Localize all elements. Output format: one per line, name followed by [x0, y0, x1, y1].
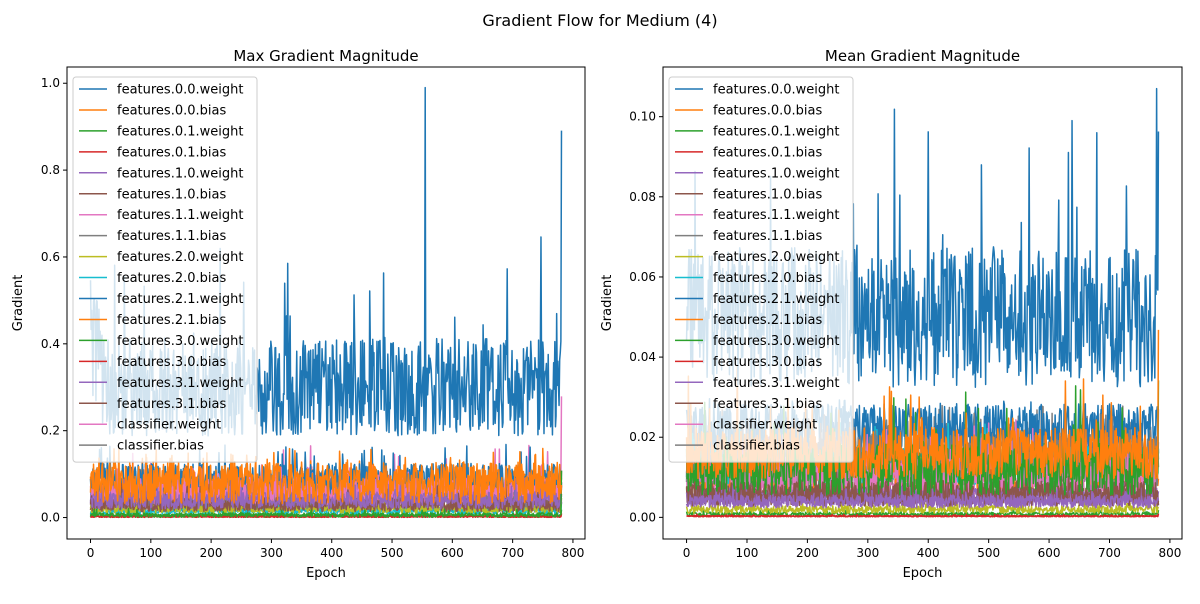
- axes-frame: [662, 66, 1183, 540]
- y-tick-label: 0.4: [41, 337, 60, 351]
- legend-entry: features.3.0.weight: [713, 334, 839, 349]
- legend-entry: features.2.0.weight: [713, 250, 839, 265]
- legend-entry: features.3.1.bias: [117, 397, 226, 412]
- legend-entry: features.3.0.weight: [117, 334, 243, 349]
- legend-entry: classifier.weight: [713, 418, 817, 433]
- x-tick-label: 300: [856, 546, 879, 560]
- chart-title: Mean Gradient Magnitude: [825, 47, 1020, 65]
- legend: features.0.0.weight features.0.0.bias feat…: [72, 76, 258, 463]
- legend-entry: features.0.1.weight: [117, 124, 243, 139]
- x-tick-label: 800: [1158, 546, 1181, 560]
- legend-entry: features.0.0.weight: [117, 83, 243, 98]
- legend-entry: features.2.1.bias: [713, 313, 822, 328]
- legend-entry: features.0.0.bias: [713, 103, 822, 118]
- x-tick-label: 700: [1098, 546, 1121, 560]
- legend-entry: features.1.0.bias: [117, 187, 226, 202]
- series-line-features.0.0.bias: [685, 329, 1160, 480]
- x-tick-label: 0: [683, 546, 691, 560]
- legend-entry: features.1.1.bias: [117, 229, 226, 244]
- legend-entry: features.1.0.weight: [117, 166, 243, 181]
- legend-entry: features.2.0.weight: [117, 250, 243, 265]
- legend-entry: features.2.1.bias: [117, 313, 226, 328]
- series-line-features.1.0.weight: [685, 484, 1160, 509]
- legend-entry: features.1.0.bias: [713, 187, 822, 202]
- y-tick-label: 0.2: [41, 424, 60, 438]
- legend-entry: features.2.0.bias: [713, 271, 822, 286]
- legend-entry: classifier.bias: [117, 439, 204, 454]
- legend-box: [668, 76, 854, 463]
- legend-entry: features.1.0.weight: [713, 166, 839, 181]
- series-lines: [89, 86, 563, 519]
- chart-1: Max Gradient Magnitude 0 100 200 300 400 500 60…: [11, 47, 586, 581]
- x-tick-label: 400: [917, 546, 940, 560]
- legend-entry: features.0.1.weight: [713, 124, 839, 139]
- y-tick-label: 0.0: [41, 511, 60, 525]
- y-tick-label: 0.04: [629, 350, 656, 364]
- y-tick-label: 0.02: [629, 430, 656, 444]
- legend-entry: features.3.1.bias: [713, 397, 822, 412]
- y-tick-label: 0.10: [629, 110, 656, 124]
- x-tick-label: 100: [736, 546, 759, 560]
- legend-box: [72, 76, 258, 463]
- chart-2: Mean Gradient Magnitude 0 100 200 300 400 500 6…: [600, 47, 1183, 581]
- x-tick-label: 600: [1038, 546, 1061, 560]
- x-tick-label: 700: [501, 546, 524, 560]
- legend-entry: classifier.bias: [713, 439, 800, 454]
- legend-entry: features.1.1.weight: [713, 208, 839, 223]
- series-line-features.2.0.weight: [685, 500, 1160, 514]
- x-tick-label: 400: [320, 546, 343, 560]
- legend-entry: features.1.1.bias: [713, 229, 822, 244]
- y-tick-label: 1.0: [41, 76, 60, 90]
- legend-entry: features.1.1.weight: [117, 208, 243, 223]
- series-line-features.0.0.bias: [89, 447, 563, 505]
- legend-entry: classifier.weight: [117, 418, 221, 433]
- x-tick-label: 200: [200, 546, 223, 560]
- x-tick-label: 600: [441, 546, 464, 560]
- legend-entry: features.2.0.bias: [117, 271, 226, 286]
- y-tick-label: 0.00: [629, 510, 656, 524]
- legend-entry: features.0.1.bias: [117, 145, 226, 160]
- x-tick-label: 0: [87, 546, 95, 560]
- legend: features.0.0.weight features.0.0.bias feat…: [668, 76, 854, 463]
- legend-entry: features.3.1.weight: [117, 376, 243, 391]
- series-line-features.0.1.bias: [686, 513, 1160, 518]
- legend-entry: features.2.1.weight: [117, 292, 243, 307]
- x-tick-label: 100: [139, 546, 162, 560]
- y-tick-label: 0.8: [41, 163, 60, 177]
- x-tick-label: 800: [561, 546, 584, 560]
- legend-entry: features.3.0.bias: [117, 355, 226, 370]
- legend-entry: features.3.1.weight: [713, 376, 839, 391]
- y-tick-label: 0.06: [629, 270, 656, 284]
- legend-entry: features.3.0.bias: [713, 355, 822, 370]
- y-tick-label: 0.08: [629, 190, 656, 204]
- x-tick-label: 200: [796, 546, 819, 560]
- y-axis-label: Gradient: [600, 275, 615, 332]
- x-axis-label: Epoch: [306, 566, 346, 581]
- axes-frame: [66, 66, 586, 540]
- x-axis-label: Epoch: [903, 566, 943, 581]
- legend-entry: features.2.1.weight: [713, 292, 839, 307]
- series-line-features.0.1.weight: [89, 470, 563, 518]
- legend-entry: features.0.0.bias: [117, 103, 226, 118]
- y-axis-label: Gradient: [11, 275, 26, 332]
- legend-entry: features.0.0.weight: [713, 83, 839, 98]
- x-tick-label: 500: [381, 546, 404, 560]
- figure-title: Gradient Flow for Medium (4): [482, 11, 717, 30]
- x-tick-label: 500: [977, 546, 1000, 560]
- legend-entry: features.0.1.bias: [713, 145, 822, 160]
- y-tick-label: 0.6: [41, 250, 60, 264]
- chart-title: Max Gradient Magnitude: [233, 47, 418, 65]
- x-tick-label: 300: [260, 546, 283, 560]
